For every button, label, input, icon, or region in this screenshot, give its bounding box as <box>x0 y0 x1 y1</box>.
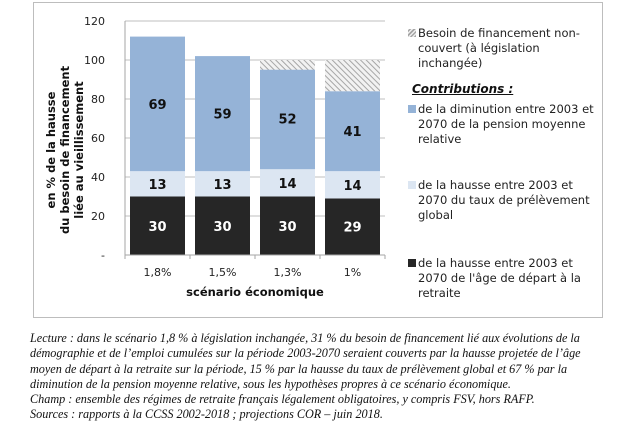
y-axis-label-line-3: liée au vieillissement <box>72 81 86 219</box>
y-tick-label: 20 <box>91 210 105 223</box>
caption-line: Champ : ensemble des régimes de retraite… <box>30 392 535 407</box>
data-label: 69 <box>148 98 166 113</box>
y-tick-label: 60 <box>91 132 105 145</box>
x-axis-label: scénario économique <box>186 285 324 299</box>
bar-segment <box>325 91 380 172</box>
bar-segment <box>325 60 380 92</box>
bar-segment <box>325 171 380 199</box>
lightblue-swatch-icon <box>408 181 416 189</box>
caption-line: moyen de départ à la retraite sur la pér… <box>30 361 568 376</box>
y-tick-label: 120 <box>84 15 105 28</box>
y-tick-label: 100 <box>84 54 105 67</box>
y-tick-label: - <box>101 249 105 262</box>
bar-segment <box>195 196 250 255</box>
data-label: 13 <box>213 178 231 193</box>
y-axis-label-line-2: du besoin de financement <box>58 65 72 234</box>
x-tick-label: 1% <box>344 266 361 279</box>
data-label: 59 <box>213 108 231 123</box>
caption-line: démographie et de l’emploi cumulées sur … <box>30 346 581 361</box>
caption-line: Lecture : dans le scénario 1,8 % à légis… <box>30 331 580 345</box>
legend-label: Besoin de financement non-couvert (à lég… <box>418 26 580 70</box>
bar-segment <box>260 196 315 255</box>
data-label: 13 <box>148 178 166 193</box>
legend-label: de la diminution entre 2003 et 2070 de l… <box>418 102 594 146</box>
y-tick-label: 80 <box>91 93 105 106</box>
stacked-bar-chart: 30 13 69 30 13 59 30 14 52 29 14 41 - 20 40 60 80 100 120… <box>44 15 386 299</box>
caption-line: Sources : rapports à la CCSS 2002-2018 ;… <box>30 407 383 422</box>
bar-segment <box>130 196 185 255</box>
y-tick-label: 40 <box>91 171 105 184</box>
data-label: 30 <box>278 220 296 235</box>
data-label: 30 <box>213 220 231 235</box>
legend-label: de la hausse entre 2003 et 2070 du taux … <box>418 178 590 222</box>
data-label: 14 <box>343 179 361 194</box>
legend-label: de la hausse entre 2003 et 2070 de l'âge… <box>418 256 581 300</box>
bar-segment <box>260 169 315 197</box>
bar-segment <box>130 171 185 197</box>
bar-segment <box>260 67 315 170</box>
chart-frame <box>33 2 603 318</box>
dark-swatch-icon <box>408 259 416 267</box>
blue-swatch-icon <box>408 105 416 113</box>
bar-segment <box>195 171 250 197</box>
data-label: 30 <box>148 220 166 235</box>
bar-segment <box>130 36 185 172</box>
x-tick-label: 1,3% <box>274 266 302 279</box>
data-label: 41 <box>343 125 361 140</box>
legend-heading: Contributions : <box>412 82 514 96</box>
bar-segment <box>260 60 315 70</box>
caption-line: diminution de la pension moyenne relativ… <box>30 376 511 391</box>
data-label: 52 <box>278 113 296 128</box>
x-tick-label: 1,8% <box>144 266 172 279</box>
x-tick-label: 1,5% <box>209 266 237 279</box>
bar-segment <box>325 198 380 255</box>
hatched-swatch-icon <box>408 29 416 37</box>
data-label: 14 <box>278 177 296 192</box>
caption: Lecture : dans le scénario 1,8 % à légis… <box>30 331 622 423</box>
data-label: 29 <box>343 221 361 236</box>
y-axis-label-line-1: en % de la hausse <box>44 91 58 208</box>
bar-segment <box>195 56 250 172</box>
